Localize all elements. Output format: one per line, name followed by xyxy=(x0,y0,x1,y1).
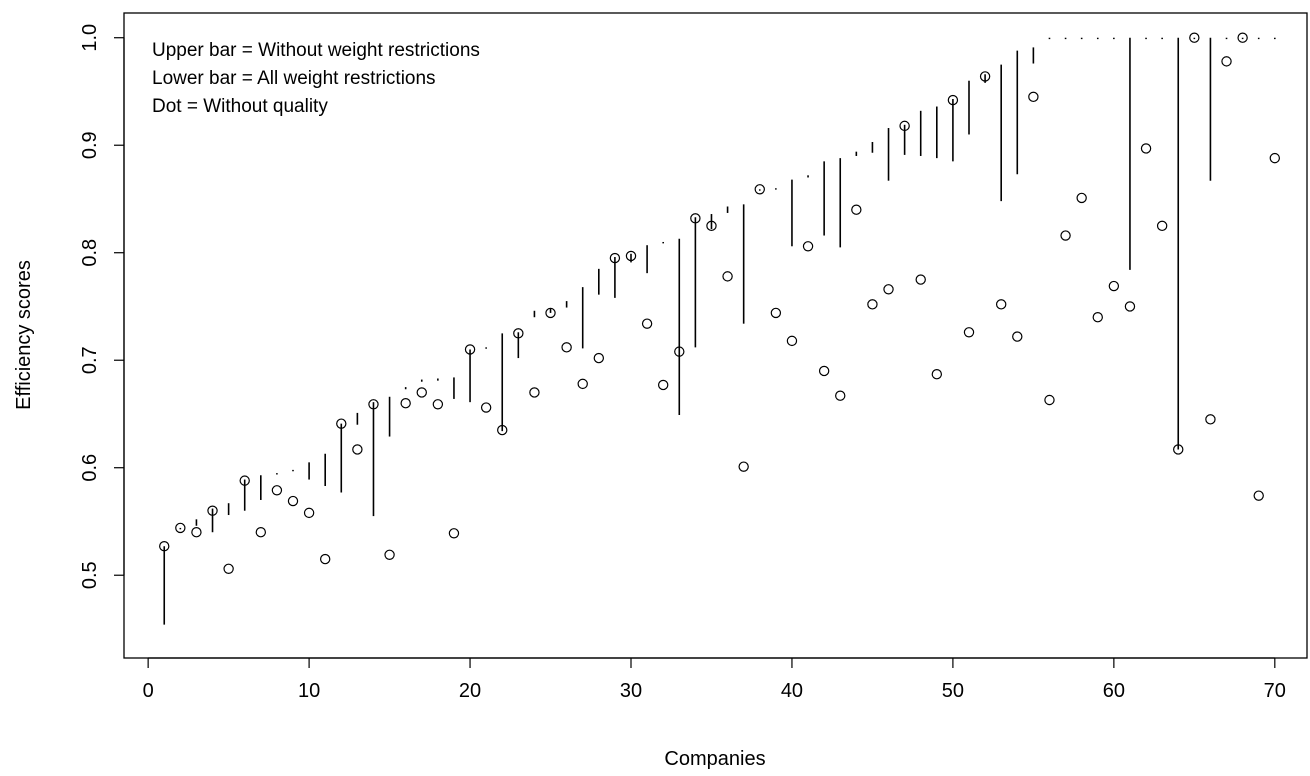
data-point xyxy=(352,444,363,455)
data-point xyxy=(754,184,765,195)
data-point xyxy=(513,328,524,339)
data-point xyxy=(1028,91,1039,103)
data-point xyxy=(1124,301,1136,312)
data-point xyxy=(1108,280,1120,292)
data-point xyxy=(1237,32,1248,43)
data-point xyxy=(1156,220,1168,232)
data-point xyxy=(448,528,460,539)
legend-entry-lower-bar: Lower bar = All weight restrictions xyxy=(152,68,436,89)
y-tick-label: 0.7 xyxy=(79,346,101,374)
data-point xyxy=(625,250,637,262)
data-point xyxy=(480,402,492,413)
data-point xyxy=(883,284,894,295)
data-point xyxy=(786,335,798,347)
data-point xyxy=(175,522,186,534)
data-point xyxy=(1205,414,1216,425)
data-point xyxy=(899,120,910,132)
data-point xyxy=(802,241,814,252)
data-point xyxy=(915,274,926,285)
bars-layer xyxy=(163,37,1276,625)
data-point xyxy=(641,318,653,329)
x-tick-label: 0 xyxy=(143,680,154,702)
y-tick-label: 0.6 xyxy=(79,454,101,482)
y-tick-label: 0.5 xyxy=(79,561,101,589)
legend-entry-dot: Dot = Without quality xyxy=(152,96,328,117)
data-point xyxy=(818,365,830,377)
data-point xyxy=(657,379,669,391)
data-point xyxy=(1173,444,1184,455)
data-point xyxy=(1076,192,1087,204)
data-point xyxy=(368,399,379,410)
data-point xyxy=(851,204,862,215)
data-point xyxy=(609,252,621,264)
data-point xyxy=(303,507,315,519)
data-point xyxy=(1060,230,1071,241)
legend-entry-upper-bar: Upper bar = Without weight restrictions xyxy=(152,40,480,61)
data-point xyxy=(1012,331,1023,342)
data-point xyxy=(963,327,975,338)
data-point xyxy=(674,346,685,357)
data-point xyxy=(1140,143,1152,154)
x-tick-label: 30 xyxy=(620,680,642,702)
data-point xyxy=(497,424,508,436)
data-point xyxy=(995,299,1007,310)
data-point xyxy=(738,461,749,472)
x-axis: 0 10 20 30 40 50 60 70 xyxy=(143,657,1286,702)
data-point xyxy=(239,475,250,486)
data-point xyxy=(545,307,556,319)
data-point xyxy=(1253,490,1264,501)
data-point xyxy=(1269,152,1281,164)
data-point xyxy=(400,398,411,409)
data-point xyxy=(770,307,782,319)
data-point xyxy=(287,495,299,507)
data-point xyxy=(529,387,540,398)
x-tick-label: 10 xyxy=(298,680,320,702)
y-axis: 0.5 0.6 0.7 0.8 0.9 1.0 xyxy=(79,24,125,589)
data-point xyxy=(706,220,717,232)
y-tick-label: 0.9 xyxy=(79,131,101,159)
x-tick-label: 20 xyxy=(459,680,481,702)
data-point xyxy=(1044,394,1055,406)
data-point xyxy=(835,390,846,401)
y-axis-title: Efficiency scores xyxy=(13,260,35,410)
data-point xyxy=(271,485,283,496)
y-tick-label: 0.8 xyxy=(79,239,101,267)
x-tick-label: 40 xyxy=(781,680,803,702)
data-point xyxy=(223,563,234,574)
data-point xyxy=(722,271,733,282)
data-point xyxy=(319,553,331,565)
data-point xyxy=(577,378,588,390)
points-layer xyxy=(159,32,1281,574)
data-point xyxy=(593,352,605,364)
y-tick-label: 1.0 xyxy=(79,24,101,52)
data-point xyxy=(947,94,959,106)
data-point xyxy=(979,71,991,82)
data-point xyxy=(384,549,395,561)
legend: Upper bar = Without weight restrictions … xyxy=(152,40,480,117)
data-point xyxy=(1189,32,1200,43)
data-point xyxy=(207,505,218,516)
data-point xyxy=(432,399,444,410)
x-tick-label: 50 xyxy=(942,680,964,702)
data-point xyxy=(191,527,202,538)
data-point xyxy=(159,541,170,552)
x-tick-label: 60 xyxy=(1103,680,1125,702)
data-point xyxy=(867,299,878,310)
data-point xyxy=(561,342,572,353)
x-tick-label: 70 xyxy=(1264,680,1286,702)
data-point xyxy=(416,387,427,398)
data-point xyxy=(1221,56,1232,67)
x-axis-title: Companies xyxy=(664,748,765,770)
data-point xyxy=(1092,312,1103,323)
data-point xyxy=(690,213,701,224)
data-point xyxy=(931,369,943,380)
data-point xyxy=(464,344,476,355)
data-point xyxy=(255,527,267,538)
data-point xyxy=(336,418,347,429)
